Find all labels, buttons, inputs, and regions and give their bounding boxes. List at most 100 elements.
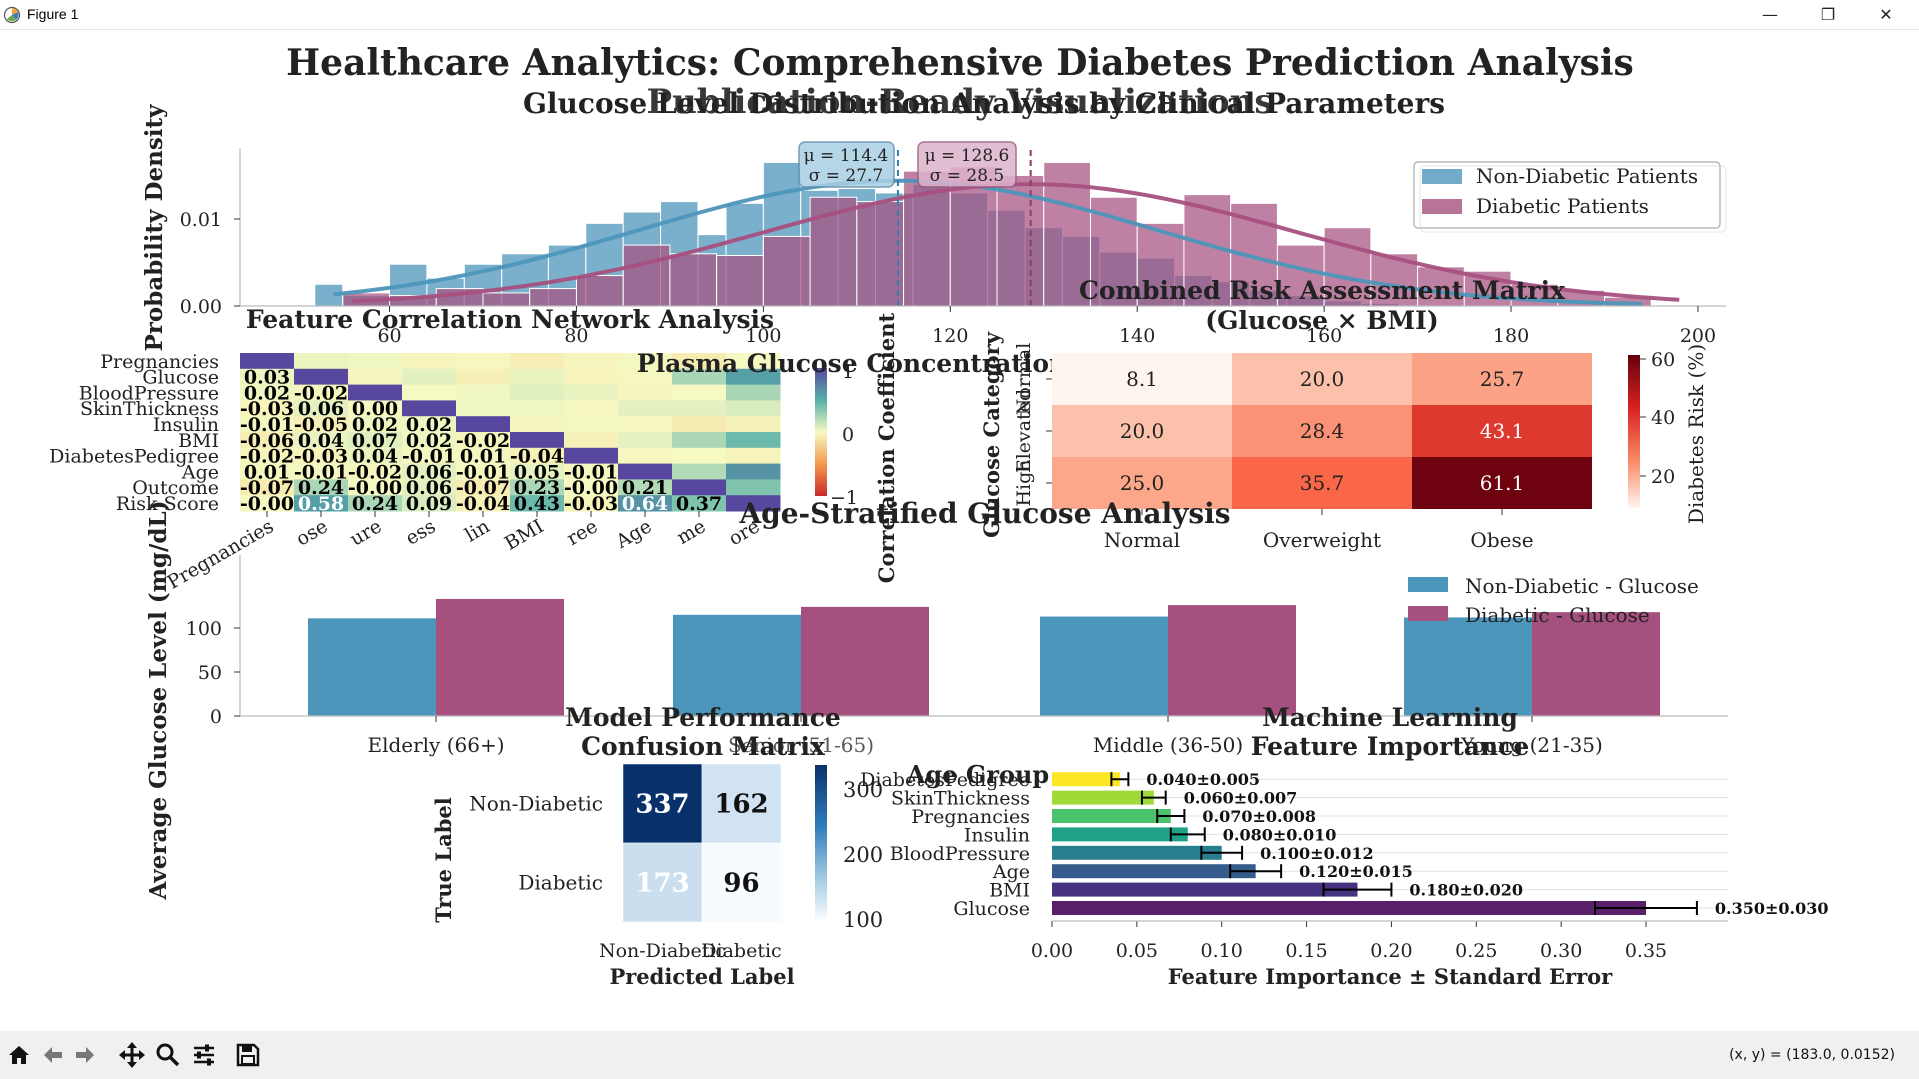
corr-cell-label: -0.01: [456, 461, 510, 483]
age-ylabel: Average Glucose Level (mg/dL): [145, 500, 172, 900]
fi-category-label: Glucose: [953, 898, 1030, 920]
corr-cell: [564, 400, 619, 417]
corr-cell: [564, 432, 619, 449]
zoom-button[interactable]: [152, 1039, 184, 1071]
corr-cell: [456, 353, 511, 370]
cm-cbar-tick: 300: [843, 778, 883, 802]
fi-category-label: DiabetesPedigree: [860, 769, 1030, 791]
fi-bar: [1052, 882, 1358, 897]
hist-ylabel: Probability Density: [141, 104, 168, 352]
hist-xlabel: Plasma Glucose Concentration: [637, 349, 1067, 378]
fi-value-label: 0.120±0.015: [1299, 862, 1413, 881]
corr-cell-label: -0.03: [240, 398, 294, 420]
kde-curve-non-diabetic: [333, 178, 1642, 306]
corr-cell-label: 0.07: [352, 430, 398, 452]
risk-row-label: High: [1013, 459, 1035, 506]
forward-button[interactable]: [69, 1039, 101, 1071]
corr-cell: [348, 463, 403, 480]
risk-cbar-label: Diabetes Risk (%): [1684, 344, 1708, 524]
corr-cell: [402, 479, 457, 496]
home-button[interactable]: [3, 1039, 35, 1071]
risk-cbar-tick: 60: [1651, 349, 1675, 371]
corr-cell-label: 0.43: [514, 493, 560, 515]
close-button[interactable]: ✕: [1879, 5, 1893, 24]
corr-cbar-tick: 1: [842, 361, 854, 383]
risk-matrix-axes: 8.1 20.0 25.7 20.0 28.4 43.1 25.0 35.7 61.1 Norm…: [979, 331, 1708, 552]
corr-col-label: lin: [461, 515, 493, 546]
floppy-save-icon: [236, 1043, 260, 1067]
risk-cell: [1412, 457, 1592, 509]
hist-ytick-label: 0.00: [180, 296, 222, 318]
corr-cell: [726, 432, 781, 449]
hist-title: Glucose Level Distribution Analysis by C…: [523, 87, 1445, 120]
minimize-button[interactable]: —: [1762, 5, 1778, 24]
corr-cell: [510, 416, 565, 433]
fi-x-ticks: 0.00 0.05 0.10 0.15 0.20 0.25 0.30 0.35: [1031, 921, 1667, 962]
corr-cell: [456, 416, 511, 433]
corr-cbar-tick: 0: [842, 424, 854, 446]
corr-cell: [618, 416, 673, 433]
hist-x-ticks: 60 80 100 120 140 160 180 200: [377, 306, 1716, 347]
fi-title-line-2: Feature Importance: [1251, 732, 1530, 761]
corr-cell-label: 0.03: [244, 367, 290, 389]
corr-cell: [564, 495, 619, 512]
corr-cell: [672, 447, 727, 465]
fi-xlabel: Feature Importance ± Standard Error: [1168, 964, 1613, 989]
corr-cell-label: -0.01: [402, 446, 456, 468]
corr-cell: [672, 384, 727, 401]
risk-col-labels: Normal Overweight Obese: [1104, 509, 1534, 552]
risk-cell-label: 61.1: [1480, 471, 1525, 495]
corr-cell: [348, 416, 403, 433]
corr-cell: [726, 353, 781, 370]
corr-cell-label: -0.02: [456, 430, 510, 452]
corr-cell: [564, 479, 619, 496]
corr-cell: [618, 463, 673, 480]
corr-col-label: Pregnancies: [164, 515, 278, 593]
corr-row-label: Pregnancies: [100, 351, 219, 373]
suptitle: Healthcare Analytics: Comprehensive Diab…: [286, 42, 1634, 84]
cm-cell-label: 173: [635, 869, 689, 899]
hist-xtick-label: 60: [377, 325, 401, 347]
corr-cell: [402, 416, 457, 433]
risk-cell: [1412, 353, 1592, 405]
legend-label-diabetic-glucose: Diabetic - Glucose: [1465, 603, 1650, 627]
corr-cell: [402, 495, 457, 512]
fi-value-label: 0.070±0.008: [1202, 807, 1316, 826]
corr-cell: [672, 432, 727, 449]
age-ytick-label: 50: [198, 662, 222, 684]
corr-row-label: Insulin: [153, 414, 219, 436]
pan-button[interactable]: [116, 1039, 148, 1071]
maximize-button[interactable]: ❐: [1820, 5, 1836, 24]
cm-col-label: Non-Diabetic: [599, 940, 726, 962]
stats-mean-diabetic: μ = 128.6: [925, 146, 1010, 166]
corr-cell: [564, 368, 619, 386]
corr-cell: [618, 447, 673, 465]
hist-bar-diabetic: [529, 288, 577, 307]
corr-row-label: Age: [181, 461, 219, 483]
corr-cell: [240, 463, 295, 480]
hist-bar-diabetic: [716, 255, 764, 307]
corr-cell-label: 0.01: [460, 446, 506, 468]
hist-xtick-label: 80: [564, 325, 588, 347]
legend-label-non-diabetic-glucose: Non-Diabetic - Glucose: [1465, 574, 1699, 598]
risk-colorbar: [1628, 355, 1640, 508]
corr-col-label: me: [673, 515, 709, 549]
corr-cell: [726, 384, 781, 401]
corr-row-label: BloodPressure: [79, 382, 219, 404]
cm-cell: [622, 842, 703, 923]
corr-cell: [294, 368, 349, 386]
corr-cell: [564, 416, 619, 433]
corr-cell: [564, 353, 619, 370]
risk-cell: [1052, 457, 1232, 509]
corr-cell: [348, 400, 403, 417]
configure-subplots-button[interactable]: [188, 1039, 220, 1071]
back-button[interactable]: [37, 1039, 69, 1071]
corr-cell: [240, 400, 295, 417]
hist-xtick-label: 160: [1306, 325, 1342, 347]
age-ytick-label: 0: [210, 706, 222, 728]
corr-cell-label: 0.00: [352, 398, 398, 420]
fi-xtick-label: 0.00: [1031, 940, 1073, 962]
age-bar-diabetic: [801, 606, 929, 716]
feature-importance-axes: 0.040±0.005 DiabetesPedigree 0.060±0.007 Sk…: [860, 769, 1828, 989]
save-figure-button[interactable]: [232, 1039, 264, 1071]
